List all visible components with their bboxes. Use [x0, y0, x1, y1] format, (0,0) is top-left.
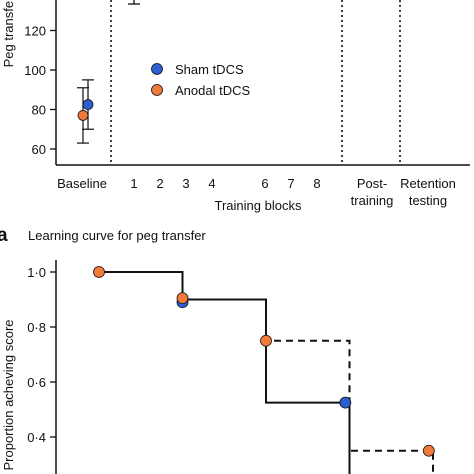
top-xlabel: Training blocks [215, 198, 302, 213]
top-chart: Peg transfer 60 80 100 120 Baseline 1 2 3 4… [1, 0, 470, 213]
top-ytick-label: 100 [24, 63, 46, 78]
point-anodal-baseline [77, 110, 89, 121]
point-sham-baseline [82, 99, 94, 110]
xtick-block-3: 3 [182, 176, 189, 191]
panel-letter: a [0, 225, 8, 246]
step-line-sham [99, 271, 351, 474]
bottom-ytick-label: 0·4 [27, 430, 46, 445]
bottom-title: Learning curve for peg transfer [28, 228, 206, 243]
legend: Sham tDCS Anodal tDCS [151, 62, 250, 98]
xtick-post-line2: training [351, 193, 394, 208]
bottom-ytick-label: 0·8 [27, 320, 46, 335]
top-ytick-label: 120 [24, 24, 46, 39]
legend-label-sham: Sham tDCS [175, 62, 244, 77]
marker-anodal [176, 292, 189, 305]
legend-marker-anodal [151, 84, 163, 96]
xtick-block-6: 6 [261, 176, 268, 191]
marker-anodal [422, 444, 435, 457]
xtick-block-8: 8 [313, 176, 320, 191]
xtick-retention-line2: testing [409, 193, 447, 208]
bottom-ytick-label: 0·6 [27, 375, 46, 390]
bottom-chart: a Learning curve for peg transfer Propor… [0, 225, 435, 474]
top-ytick-label: 60 [32, 142, 46, 157]
xtick-block-2: 2 [156, 176, 163, 191]
xtick-baseline: Baseline [57, 176, 107, 191]
xtick-block-1: 1 [130, 176, 137, 191]
marker-sham [339, 396, 352, 409]
legend-marker-sham [151, 63, 163, 75]
xtick-block-7: 7 [287, 176, 294, 191]
bottom-ytick-label: 1·0 [27, 265, 46, 280]
xtick-block-4: 4 [208, 176, 215, 191]
step-line-anodal [190, 298, 434, 474]
xtick-retention-line1: Retention [400, 176, 456, 191]
top-ytick-label: 80 [32, 103, 46, 118]
marker-anodal [260, 334, 272, 347]
marker-anodal [93, 266, 105, 278]
bottom-ylabel: Proportion acheving score [1, 319, 16, 470]
xtick-post-line1: Post- [357, 176, 387, 191]
top-ylabel: Peg transfer [1, 0, 16, 67]
legend-label-anodal: Anodal tDCS [175, 83, 250, 98]
